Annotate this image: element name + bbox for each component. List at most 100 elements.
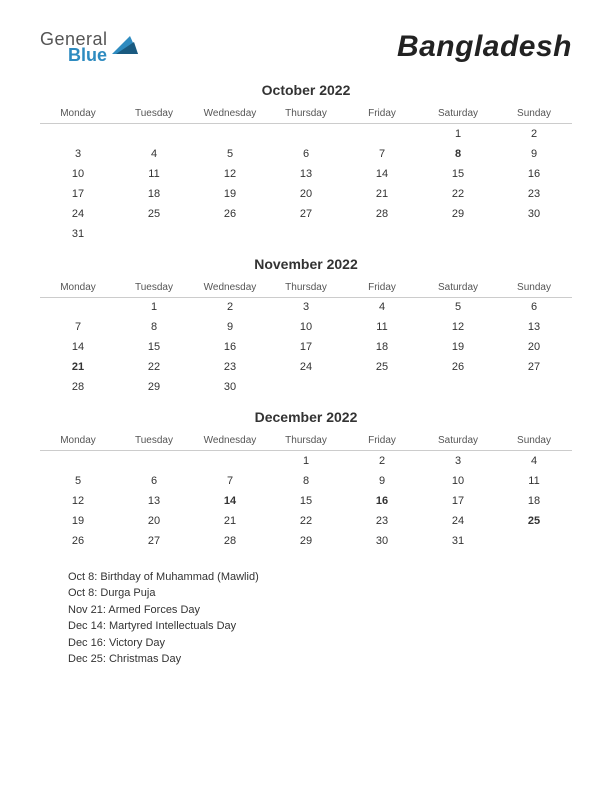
logo-text-block: General Blue: [40, 30, 108, 64]
calendar-row: 31: [40, 224, 572, 244]
calendar-cell: 26: [420, 357, 496, 377]
calendar-cell: 19: [192, 184, 268, 204]
calendar-cell: 30: [496, 204, 572, 224]
calendar-row: 10111213141516: [40, 164, 572, 184]
calendar-cell: 8: [420, 144, 496, 164]
day-header: Saturday: [420, 431, 496, 451]
day-header: Thursday: [268, 104, 344, 124]
calendar-cell: [40, 124, 116, 144]
calendar-cell: 26: [40, 531, 116, 551]
calendar-cell: 24: [420, 511, 496, 531]
calendar-cell: 3: [420, 451, 496, 471]
day-header: Tuesday: [116, 431, 192, 451]
calendar-cell: 5: [40, 471, 116, 491]
month-title: December 2022: [40, 409, 572, 425]
calendar-cell: 12: [420, 317, 496, 337]
calendar-cell: 9: [496, 144, 572, 164]
calendar-cell: 4: [496, 451, 572, 471]
calendar-cell: 12: [40, 491, 116, 511]
calendar-cell: 18: [496, 491, 572, 511]
calendar-cell: 25: [344, 357, 420, 377]
calendar-cell: [192, 124, 268, 144]
calendar-cell: [496, 531, 572, 551]
calendar-cell: 24: [268, 357, 344, 377]
calendar-cell: 13: [268, 164, 344, 184]
calendar-cell: [420, 224, 496, 244]
calendar-cell: 16: [192, 337, 268, 357]
calendar-cell: 11: [496, 471, 572, 491]
logo-word-blue: Blue: [68, 46, 108, 64]
calendar-cell: 27: [116, 531, 192, 551]
calendar-row: 12: [40, 124, 572, 144]
calendar-cell: 30: [344, 531, 420, 551]
holiday-entry: Oct 8: Durga Puja: [68, 585, 572, 602]
calendar-cell: [344, 224, 420, 244]
calendar-cell: 19: [420, 337, 496, 357]
calendar-cell: 18: [116, 184, 192, 204]
calendar-cell: 1: [116, 297, 192, 317]
holiday-entry: Dec 25: Christmas Day: [68, 651, 572, 668]
calendar-cell: 6: [116, 471, 192, 491]
day-header: Friday: [344, 431, 420, 451]
holiday-entry: Dec 14: Martyred Intellectuals Day: [68, 618, 572, 635]
day-header: Sunday: [496, 104, 572, 124]
calendar-table: MondayTuesdayWednesdayThursdayFridaySatu…: [40, 104, 572, 244]
calendar-row: 17181920212223: [40, 184, 572, 204]
calendar-row: 1234: [40, 451, 572, 471]
day-header: Wednesday: [192, 104, 268, 124]
month-block: December 2022 MondayTuesdayWednesdayThurs…: [40, 409, 572, 551]
month-title: November 2022: [40, 256, 572, 272]
calendar-row: 123456: [40, 297, 572, 317]
calendar-cell: 10: [420, 471, 496, 491]
calendar-cell: [496, 224, 572, 244]
calendar-cell: [420, 377, 496, 397]
calendar-cell: 30: [192, 377, 268, 397]
calendar-cell: 28: [344, 204, 420, 224]
calendar-cell: 26: [192, 204, 268, 224]
calendar-cell: 15: [268, 491, 344, 511]
holiday-entry: Oct 8: Birthday of Muhammad (Mawlid): [68, 569, 572, 586]
calendar-cell: 2: [192, 297, 268, 317]
calendar-cell: 27: [268, 204, 344, 224]
months-container: October 2022MondayTuesdayWednesdayThursd…: [40, 82, 572, 551]
calendar-cell: 2: [344, 451, 420, 471]
day-header: Sunday: [496, 431, 572, 451]
month-block: November 2022 MondayTuesdayWednesdayThurs…: [40, 256, 572, 398]
calendar-cell: 14: [344, 164, 420, 184]
calendar-cell: 4: [116, 144, 192, 164]
day-header: Saturday: [420, 278, 496, 298]
calendar-cell: 23: [192, 357, 268, 377]
day-header: Wednesday: [192, 431, 268, 451]
day-header: Wednesday: [192, 278, 268, 298]
calendar-cell: 7: [192, 471, 268, 491]
calendar-row: 262728293031: [40, 531, 572, 551]
calendar-cell: 9: [344, 471, 420, 491]
calendar-cell: 14: [192, 491, 268, 511]
calendar-cell: 27: [496, 357, 572, 377]
calendar-cell: [268, 124, 344, 144]
calendar-cell: 31: [40, 224, 116, 244]
calendar-row: 282930: [40, 377, 572, 397]
header: General Blue Bangladesh: [40, 30, 572, 64]
day-header: Tuesday: [116, 278, 192, 298]
day-header: Monday: [40, 278, 116, 298]
calendar-cell: 8: [116, 317, 192, 337]
day-header: Saturday: [420, 104, 496, 124]
calendar-cell: 5: [420, 297, 496, 317]
calendar-row: 78910111213: [40, 317, 572, 337]
calendar-cell: 21: [192, 511, 268, 531]
day-header: Friday: [344, 278, 420, 298]
day-header: Tuesday: [116, 104, 192, 124]
calendar-cell: [268, 377, 344, 397]
calendar-cell: 23: [344, 511, 420, 531]
calendar-cell: 9: [192, 317, 268, 337]
calendar-cell: [40, 451, 116, 471]
calendar-row: 12131415161718: [40, 491, 572, 511]
day-header: Thursday: [268, 278, 344, 298]
day-header: Monday: [40, 431, 116, 451]
calendar-table: MondayTuesdayWednesdayThursdayFridaySatu…: [40, 431, 572, 551]
day-header: Thursday: [268, 431, 344, 451]
calendar-cell: 21: [344, 184, 420, 204]
calendar-cell: [496, 377, 572, 397]
holiday-entry: Dec 16: Victory Day: [68, 635, 572, 652]
